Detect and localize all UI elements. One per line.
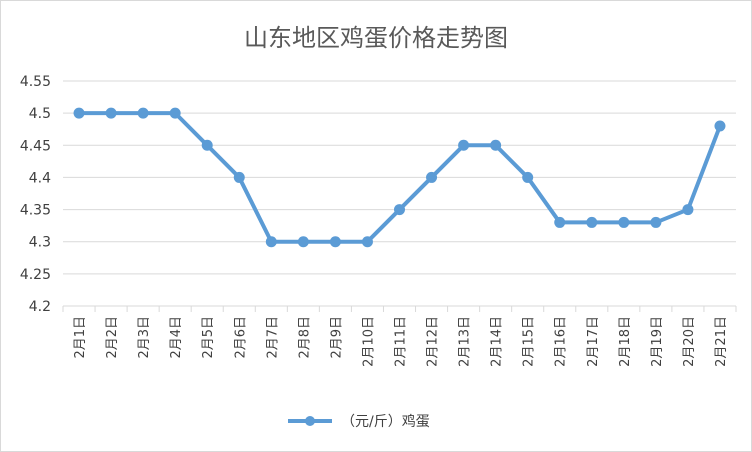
x-tick-label: 2月2日 xyxy=(105,316,120,359)
y-tick-label: 4.3 xyxy=(29,235,51,251)
data-point xyxy=(361,236,373,248)
x-axis-ticks: 2月1日 2月2日 2月3日 2月4日 2月5日 2月6日 2月7日 2月8日 2月9日 2月10… xyxy=(62,306,737,367)
x-tick-label: 2月3日 xyxy=(137,316,152,359)
legend-label: （元/斤）鸡蛋 xyxy=(341,413,430,430)
y-tick-label: 4.4 xyxy=(29,170,51,186)
x-tick-label: 2月1日 xyxy=(73,316,88,359)
x-tick-label: 2月21日 xyxy=(714,316,729,367)
y-tick-label: 4.2 xyxy=(29,299,51,315)
y-tick-label: 4.5 xyxy=(29,106,51,122)
data-point xyxy=(618,216,630,228)
y-tick-label: 4.35 xyxy=(20,203,51,219)
data-point xyxy=(233,171,245,183)
data-point xyxy=(586,216,598,228)
data-points xyxy=(73,107,726,248)
x-tick-label: 2月5日 xyxy=(201,316,216,359)
x-tick-label: 2月18日 xyxy=(618,316,633,367)
data-point xyxy=(714,120,726,132)
legend: （元/斤）鸡蛋 xyxy=(288,413,430,430)
x-tick-label: 2月19日 xyxy=(650,316,665,367)
data-point xyxy=(458,139,470,151)
legend-dot-marker xyxy=(305,416,315,426)
data-point xyxy=(554,216,566,228)
y-tick-label: 4.55 xyxy=(20,74,51,90)
data-point xyxy=(201,139,213,151)
data-point xyxy=(426,171,438,183)
data-point xyxy=(137,107,149,119)
x-tick-label: 2月17日 xyxy=(586,316,601,367)
data-point xyxy=(394,204,405,216)
data-point xyxy=(522,171,534,183)
x-tick-label: 2月8日 xyxy=(297,316,312,359)
data-point xyxy=(169,107,181,119)
data-point xyxy=(329,236,341,248)
x-tick-label: 2月16日 xyxy=(554,316,569,367)
x-tick-label: 2月4日 xyxy=(169,316,184,359)
chart-title: 山东地区鸡蛋价格走势图 xyxy=(244,24,508,52)
x-tick-label: 2月14日 xyxy=(490,316,505,367)
data-point xyxy=(297,236,309,248)
x-tick-label: 2月11日 xyxy=(394,316,409,367)
data-point xyxy=(490,139,502,151)
y-tick-label: 4.45 xyxy=(20,138,51,154)
x-tick-label: 2月15日 xyxy=(522,316,537,367)
x-tick-label: 2月12日 xyxy=(426,316,441,367)
data-point xyxy=(682,204,694,216)
data-point xyxy=(265,236,277,248)
data-point xyxy=(105,107,117,119)
x-tick-label: 2月20日 xyxy=(682,316,697,367)
x-tick-label: 2月13日 xyxy=(458,316,473,367)
y-axis-ticks: 4.2 4.25 4.3 4.35 4.4 4.45 4.5 4.55 xyxy=(20,74,51,315)
data-point xyxy=(73,107,85,119)
x-tick-label: 2月9日 xyxy=(329,316,344,359)
x-tick-label: 2月7日 xyxy=(265,316,280,359)
x-tick-label: 2月6日 xyxy=(233,316,248,359)
y-tick-label: 4.25 xyxy=(20,267,51,283)
x-tick-label: 2月10日 xyxy=(361,316,376,367)
data-point xyxy=(650,216,662,228)
